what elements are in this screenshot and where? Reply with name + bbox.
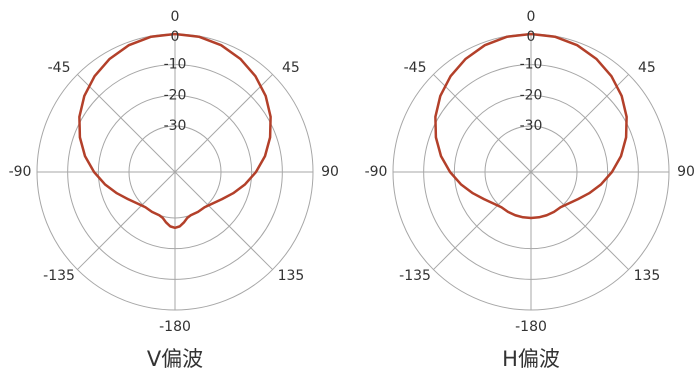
angle-tick-label: -90 xyxy=(365,164,388,180)
angle-tick-label: -45 xyxy=(48,60,71,76)
angle-tick-label: 0 xyxy=(171,9,180,25)
angle-tick-label: 45 xyxy=(638,60,656,76)
angle-tick-label: 0 xyxy=(527,9,536,25)
pattern-series-line xyxy=(434,32,628,220)
angle-tick-label: 135 xyxy=(278,268,305,284)
radial-tick-label: -10 xyxy=(164,57,187,73)
pattern-series-line xyxy=(78,32,272,230)
angle-tick-label: 90 xyxy=(677,164,694,180)
angle-tick-label: 45 xyxy=(282,60,300,76)
chart-title: H偏波 xyxy=(502,347,560,371)
radial-tick-label: -30 xyxy=(520,118,543,134)
radial-tick-label: 0 xyxy=(527,29,536,45)
radial-tick-label: -30 xyxy=(164,118,187,134)
grid-spoke xyxy=(77,74,273,270)
angle-tick-label: -180 xyxy=(515,319,547,335)
angle-tick-label: -135 xyxy=(43,268,75,284)
radial-tick-label: -10 xyxy=(520,57,543,73)
v-polarization-chart: 0 -10 -20 -30 0 45 90 135 -180 -135 -90 -45 V偏波 xyxy=(9,9,339,371)
angle-tick-label: -90 xyxy=(9,164,32,180)
h-polarization-chart: 0 -10 -20 -30 0 45 90 135 -180 -135 -90 -45 H偏波 xyxy=(365,9,694,371)
angle-tick-label: -135 xyxy=(399,268,431,284)
grid-spoke xyxy=(433,74,629,270)
angle-tick-label: 135 xyxy=(634,268,661,284)
angle-tick-label: -45 xyxy=(404,60,427,76)
angle-tick-label: -180 xyxy=(159,319,191,335)
angle-tick-label: 90 xyxy=(321,164,339,180)
radial-tick-label: 0 xyxy=(171,29,180,45)
radial-tick-label: -20 xyxy=(520,87,543,103)
radial-tick-label: -20 xyxy=(164,87,187,103)
chart-title: V偏波 xyxy=(147,347,203,371)
